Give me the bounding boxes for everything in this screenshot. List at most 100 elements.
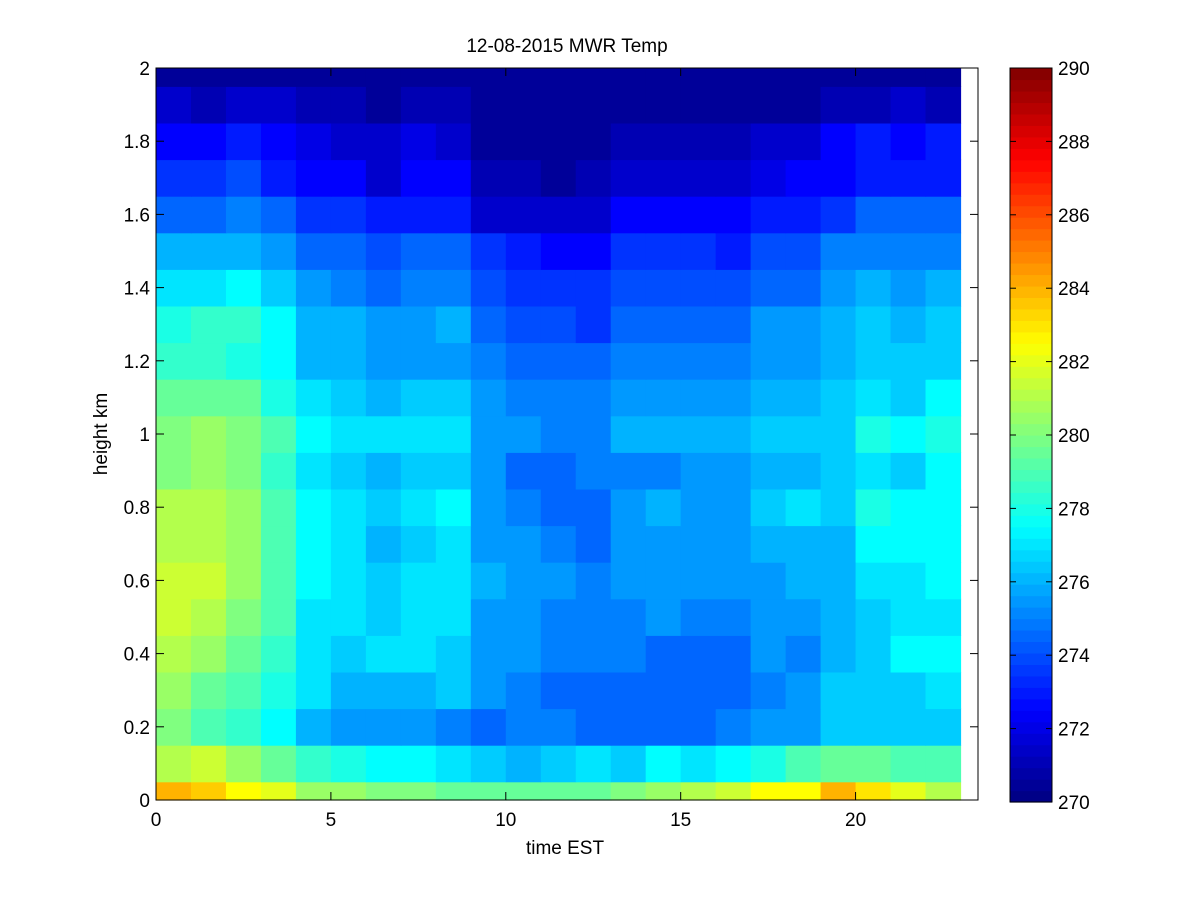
heatmap-cell	[925, 342, 962, 380]
heatmap-cell	[610, 635, 647, 673]
heatmap-cell	[190, 525, 227, 563]
heatmap-cell	[855, 671, 892, 710]
heatmap-cell	[820, 525, 857, 563]
heatmap-cell	[225, 452, 262, 490]
heatmap-cell	[435, 635, 472, 673]
heatmap-cell	[820, 708, 857, 746]
heatmap-cell	[540, 305, 577, 344]
heatmap-cell	[680, 708, 717, 746]
heatmap-cell	[610, 342, 647, 380]
heatmap-cell	[925, 452, 962, 490]
heatmap-cell	[505, 598, 542, 636]
heatmap-cell	[820, 781, 857, 801]
colorbar-tick-label: 284	[1058, 279, 1090, 300]
heatmap-cell	[330, 671, 367, 710]
heatmap-cell	[330, 452, 367, 490]
heatmap-cell	[540, 452, 577, 490]
heatmap-cell	[715, 452, 752, 490]
heatmap-cell	[330, 781, 367, 801]
heatmap-cell	[295, 232, 332, 270]
heatmap-cell	[365, 525, 402, 563]
heatmap-cell	[156, 671, 192, 710]
heatmap-cell	[400, 635, 437, 673]
heatmap-cell	[470, 415, 507, 453]
heatmap-cell	[435, 68, 472, 87]
heatmap-cell	[820, 232, 857, 270]
heatmap-cell	[890, 269, 927, 307]
heatmap-cell	[645, 562, 682, 600]
colorbar-segment	[1010, 194, 1052, 207]
heatmap-cell	[330, 342, 367, 380]
heatmap-cell	[225, 745, 262, 783]
heatmap-cell	[470, 635, 507, 673]
heatmap-cell	[435, 232, 472, 270]
heatmap-cell	[505, 159, 542, 197]
heatmap-cell	[610, 562, 647, 600]
heatmap-cell	[540, 379, 577, 417]
heatmap-cell	[295, 562, 332, 600]
heatmap-cell	[435, 708, 472, 746]
heatmap-cell	[400, 525, 437, 563]
heatmap-cell	[365, 708, 402, 746]
heatmap-cell	[645, 342, 682, 380]
y-tick-label: 0.8	[124, 498, 150, 519]
heatmap-cell	[610, 671, 647, 710]
heatmap-cell	[785, 232, 822, 270]
heatmap-cell	[890, 86, 927, 124]
heatmap-cell	[820, 635, 857, 673]
heatmap-cell	[505, 452, 542, 490]
colorbar-tick-label: 286	[1058, 206, 1090, 227]
heatmap-cell	[785, 562, 822, 600]
heatmap-cell	[540, 269, 577, 307]
colorbar-segment	[1010, 629, 1052, 643]
heatmap-cell	[925, 232, 962, 270]
heatmap-cell	[750, 196, 787, 234]
heatmap-cell	[680, 488, 717, 527]
heatmap-cell	[330, 415, 367, 453]
heatmap-cell	[645, 598, 682, 636]
heatmap-cell	[680, 379, 717, 417]
heatmap-cell	[470, 159, 507, 197]
colorbar-segment	[1010, 595, 1052, 608]
heatmap-cell	[610, 781, 647, 801]
heatmap-cell	[680, 562, 717, 600]
heatmap-cell	[156, 525, 192, 563]
heatmap-cell	[156, 452, 192, 490]
heatmap-cell	[785, 635, 822, 673]
colorbar-segment	[1010, 733, 1052, 746]
heatmap-cell	[190, 635, 227, 673]
heatmap-cell	[750, 305, 787, 344]
heatmap-cell	[190, 671, 227, 710]
heatmap-cell	[435, 159, 472, 197]
heatmap-cell	[575, 196, 612, 234]
heatmap-cell	[645, 635, 682, 673]
heatmap-cell	[260, 86, 297, 124]
heatmap-cell	[610, 305, 647, 344]
heatmap-cell	[156, 598, 192, 636]
heatmap-cell	[295, 122, 332, 161]
heatmap-cell	[715, 86, 752, 124]
heatmap-cell	[540, 671, 577, 710]
heatmap-cell	[645, 781, 682, 801]
colorbar-tick-label: 270	[1058, 793, 1090, 814]
heatmap-cell	[610, 452, 647, 490]
heatmap-cell	[715, 671, 752, 710]
heatmap-cell	[645, 488, 682, 527]
heatmap-cell	[435, 379, 472, 417]
heatmap-cell	[330, 86, 367, 124]
heatmap-cell	[610, 232, 647, 270]
heatmap-cell	[295, 488, 332, 527]
heatmap-cell	[715, 379, 752, 417]
colorbar-segment	[1010, 102, 1052, 115]
heatmap-cell	[785, 86, 822, 124]
heatmap-cell	[855, 525, 892, 563]
colorbar-segment	[1010, 446, 1052, 459]
heatmap-cell	[470, 269, 507, 307]
heatmap-cell	[610, 708, 647, 746]
heatmap-cell	[190, 379, 227, 417]
heatmap-cell	[575, 342, 612, 380]
heatmap-cell	[890, 562, 927, 600]
heatmap-cell	[260, 342, 297, 380]
heatmap-cell	[435, 122, 472, 161]
